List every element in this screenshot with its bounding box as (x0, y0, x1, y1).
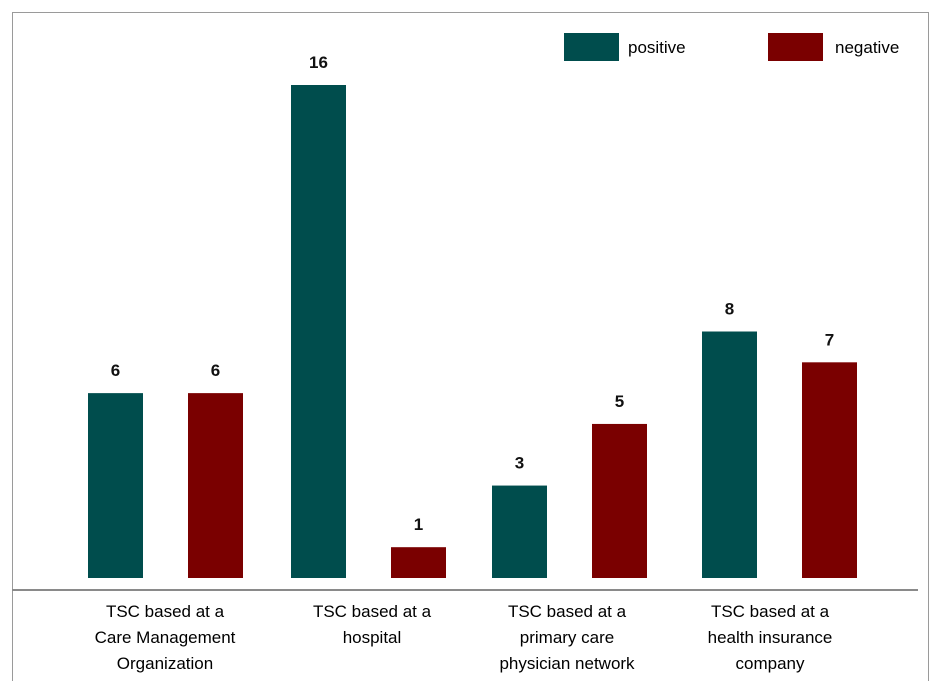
value-labels-group: 6 16 3 8 6 1 5 7 (111, 53, 834, 534)
x-tick-label-3: TSC based at a health insurance company (708, 602, 833, 673)
legend-swatch-positive (564, 33, 619, 61)
x-tick-label-line: primary care (520, 628, 614, 647)
x-tick-label-line: hospital (343, 628, 402, 647)
x-tick-label-2: TSC based at a primary care physician netw… (499, 602, 635, 673)
value-label-negative-3: 7 (825, 330, 834, 349)
x-tick-label-line: TSC based at a (106, 602, 225, 621)
bar-negative-1 (391, 547, 446, 578)
x-tick-label-line: Care Management (95, 628, 236, 647)
value-label-positive-0: 6 (111, 361, 120, 380)
value-label-positive-2: 3 (515, 454, 524, 473)
chart-frame (12, 12, 929, 681)
bar-negative-0 (188, 393, 243, 578)
bar-negative-3 (802, 362, 857, 578)
x-tick-label-line: TSC based at a (711, 602, 830, 621)
x-tick-label-line: physician network (499, 654, 635, 673)
value-label-positive-3: 8 (725, 300, 734, 319)
value-label-positive-1: 16 (309, 53, 328, 72)
bar-positive-3 (702, 331, 757, 578)
x-tick-labels-group: TSC based at a Care Management Organizatio… (95, 602, 833, 673)
x-tick-label-line: company (736, 654, 805, 673)
value-label-negative-0: 6 (211, 361, 220, 380)
bar-negative-2 (592, 423, 647, 578)
bar-positive-2 (492, 485, 547, 578)
legend-label-positive: positive (628, 38, 686, 57)
bars-group (88, 85, 857, 578)
bar-positive-0 (88, 393, 143, 578)
legend-label-negative: negative (835, 38, 899, 57)
x-tick-label-0: TSC based at a Care Management Organizatio… (95, 602, 236, 673)
value-label-negative-1: 1 (414, 515, 423, 534)
x-tick-label-line: health insurance (708, 628, 833, 647)
x-tick-label-line: TSC based at a (313, 602, 432, 621)
x-tick-label-line: TSC based at a (508, 602, 627, 621)
bar-positive-1 (291, 85, 346, 578)
legend-swatch-negative (768, 33, 823, 61)
x-tick-label-1: TSC based at a hospital (313, 602, 432, 647)
value-label-negative-2: 5 (615, 392, 624, 411)
x-tick-label-line: Organization (117, 654, 213, 673)
legend: positive negative (564, 33, 899, 61)
